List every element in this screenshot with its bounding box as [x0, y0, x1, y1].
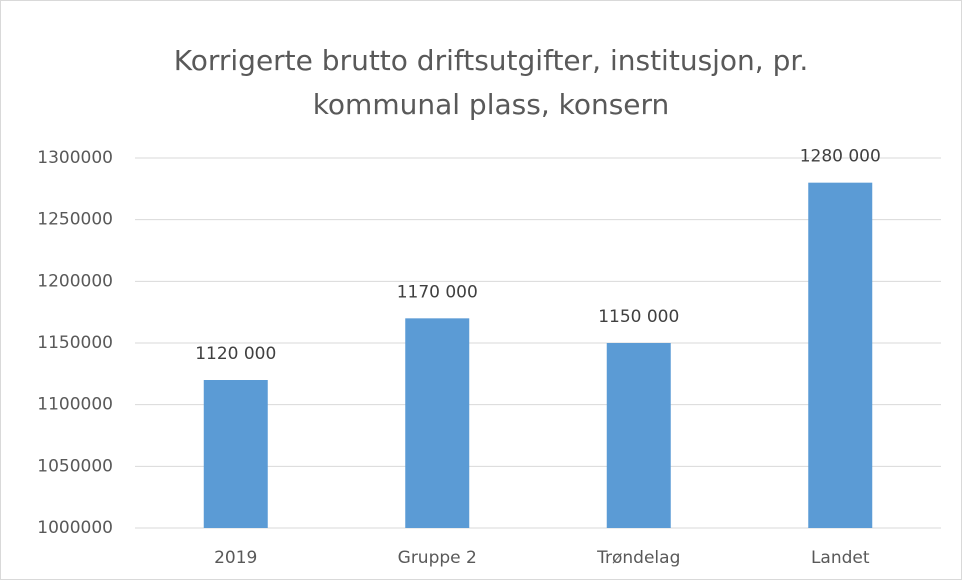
data-label: 1170 000 [397, 282, 478, 302]
data-label: 1120 000 [195, 344, 276, 364]
bar [606, 343, 671, 528]
bar [203, 380, 268, 528]
x-tick-label: Gruppe 2 [398, 548, 477, 568]
y-tick-label: 1050000 [37, 456, 113, 476]
y-tick-label: 1000000 [37, 518, 113, 538]
bar [808, 182, 873, 528]
x-tick-label: Landet [811, 548, 870, 568]
chart-title: Korrigerte brutto driftsutgifter, instit… [173, 44, 809, 121]
bar [405, 318, 470, 528]
y-tick-label: 1100000 [37, 395, 113, 415]
y-tick-label: 1200000 [37, 271, 113, 291]
x-tick-label: Trøndelag [596, 548, 680, 568]
data-label: 1150 000 [598, 307, 679, 327]
y-tick-label: 1150000 [37, 333, 113, 353]
y-tick-label: 1300000 [37, 148, 113, 168]
y-tick-label: 1250000 [37, 210, 113, 230]
data-label: 1280 000 [800, 147, 881, 167]
x-tick-label: 2019 [214, 548, 257, 568]
